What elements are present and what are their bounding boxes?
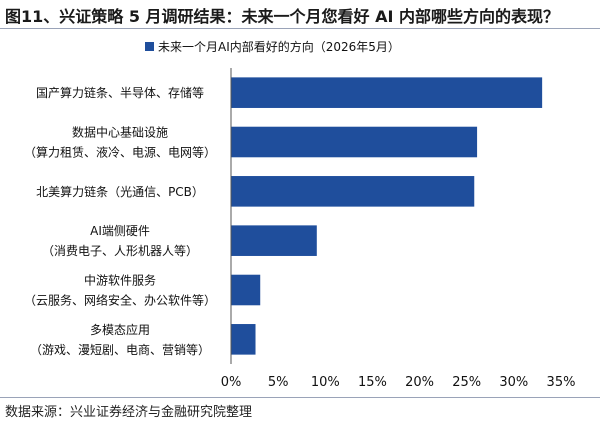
bar [231, 176, 475, 207]
x-axis-tick-labels: 0% 5% 10% 15% 20% 25% 30% 35% [221, 375, 576, 390]
x-tick-label: 15% [358, 375, 387, 390]
chart-title: 图11、兴证策略 5 月调研结果：未来一个月您看好 AI 内部哪些方向的表现？ [5, 7, 560, 26]
category-label: 中游软件服务 [84, 273, 156, 288]
x-tick-label: 20% [405, 375, 434, 390]
x-tick-label: 10% [311, 375, 340, 390]
category-label: （消费电子、人形机器人等） [42, 244, 198, 258]
category-label: 北美算力链条（光通信、PCB） [36, 184, 204, 199]
category-label: （游戏、漫短剧、电商、营销等） [30, 342, 210, 357]
category-label: 数据中心基础设施 [72, 125, 168, 140]
category-label: 国产算力链条、半导体、存储等 [36, 85, 204, 100]
category-label: （云服务、网络安全、办公软件等） [24, 293, 216, 308]
bar [231, 274, 261, 306]
legend-swatch [145, 42, 154, 51]
bar [231, 126, 478, 158]
title-divider [0, 28, 600, 29]
source-note: 数据来源：兴业证券经济与金融研究院整理 [5, 405, 253, 420]
category-label: （算力租赁、液冷、电源、电网等） [24, 145, 216, 160]
category-label: AI端侧硬件 [90, 224, 150, 238]
x-tick-label: 30% [499, 375, 528, 390]
legend: 未来一个月AI内部看好的方向（2026年5月） [145, 39, 400, 54]
bar [231, 225, 317, 256]
x-tick-label: 5% [268, 375, 289, 390]
bars [231, 77, 543, 355]
bar [231, 77, 543, 108]
x-tick-label: 0% [221, 375, 242, 390]
legend-label: 未来一个月AI内部看好的方向（2026年5月） [158, 39, 400, 54]
footer-divider [0, 397, 600, 398]
category-label: 多模态应用 [90, 322, 150, 337]
x-tick-label: 35% [547, 375, 576, 390]
bar-chart: 未来一个月AI内部看好的方向（2026年5月） 国产算力链条、半导体、存储等数据… [24, 39, 576, 390]
bar [231, 324, 256, 355]
x-tick-label: 25% [452, 375, 481, 390]
